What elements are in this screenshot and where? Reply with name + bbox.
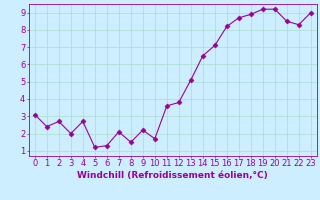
X-axis label: Windchill (Refroidissement éolien,°C): Windchill (Refroidissement éolien,°C) — [77, 171, 268, 180]
